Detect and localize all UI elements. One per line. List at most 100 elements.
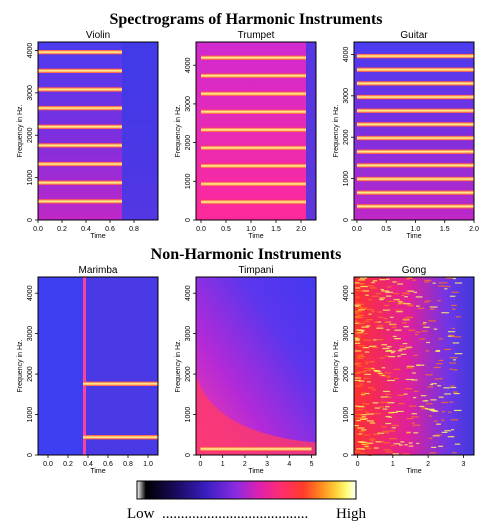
noise-speck xyxy=(386,329,390,331)
x-axis-label: Time xyxy=(406,233,421,240)
noise-speck xyxy=(373,321,379,323)
noise-speck xyxy=(443,387,451,389)
noise-speck xyxy=(387,430,396,432)
noise-speck xyxy=(397,355,401,357)
noise-speck xyxy=(358,322,365,325)
noise-speck xyxy=(355,419,361,422)
noise-speck xyxy=(355,405,359,407)
harmonic-line xyxy=(38,161,122,167)
noise-speck xyxy=(394,338,401,340)
x-axis-label: Time xyxy=(90,468,105,475)
noise-speck xyxy=(426,341,430,344)
noise-speck xyxy=(406,365,415,367)
x-tick-label: 0.6 xyxy=(105,226,115,233)
noise-speck xyxy=(372,347,379,349)
section-title-non-harmonic: Non-Harmonic Instruments xyxy=(151,246,342,263)
noise-speck xyxy=(424,407,428,410)
noise-speck xyxy=(420,395,427,397)
noise-speck xyxy=(399,444,403,446)
noise-speck xyxy=(359,283,364,285)
noise-speck xyxy=(444,348,452,351)
noise-speck xyxy=(429,383,433,386)
noise-speck xyxy=(433,366,441,369)
noise-speck xyxy=(447,436,454,438)
noise-speck xyxy=(392,281,397,283)
noise-speck xyxy=(402,342,408,345)
x-tick-label: 0.5 xyxy=(221,226,231,233)
noise-speck xyxy=(362,403,367,405)
noise-speck xyxy=(354,316,362,318)
noise-speck xyxy=(393,368,401,370)
noise-speck xyxy=(380,288,384,291)
x-tick-label: 1.0 xyxy=(246,226,256,233)
noise-speck xyxy=(422,400,427,402)
noise-speck xyxy=(393,292,400,295)
noise-speck xyxy=(404,296,408,298)
noise-speck xyxy=(393,298,400,301)
noise-speck xyxy=(360,331,365,333)
x-tick-label: 0.5 xyxy=(381,226,391,233)
noise-speck xyxy=(359,277,368,279)
noise-speck xyxy=(416,364,425,366)
noise-speck xyxy=(356,409,363,411)
panel-title: Gong xyxy=(402,265,426,276)
noise-speck xyxy=(412,279,416,281)
noise-speck xyxy=(365,361,369,363)
noise-speck xyxy=(432,410,439,412)
noise-speck xyxy=(406,432,411,434)
noise-speck xyxy=(354,332,361,334)
noise-speck xyxy=(438,282,443,284)
noise-speck xyxy=(455,316,461,318)
noise-speck xyxy=(450,386,457,389)
noise-speck xyxy=(358,380,365,382)
noise-speck xyxy=(356,357,364,359)
plot-frame xyxy=(353,41,475,221)
noise-speck xyxy=(451,327,456,330)
x-tick-label: 0.2 xyxy=(63,461,73,468)
x-tick-label: 0.0 xyxy=(43,461,53,468)
noise-speck xyxy=(376,327,384,329)
noise-speck xyxy=(395,377,399,380)
noise-speck xyxy=(370,360,375,363)
y-tick-label: 2000 xyxy=(27,366,34,382)
y-tick-label: 0 xyxy=(343,218,350,222)
noise-speck xyxy=(389,316,394,318)
noise-speck xyxy=(362,347,370,349)
x-tick-label: 0 xyxy=(198,461,202,468)
noise-speck xyxy=(414,333,419,336)
y-tick-label: 3000 xyxy=(27,326,34,342)
noise-speck xyxy=(396,410,404,413)
noise-speck xyxy=(431,383,437,385)
noise-speck xyxy=(354,333,361,335)
harmonic-line xyxy=(356,204,474,209)
noise-speck xyxy=(364,373,371,375)
noise-speck xyxy=(370,287,377,289)
noise-speck xyxy=(409,405,417,407)
y-axis-label: Frequency in Hz. xyxy=(175,104,182,157)
noise-speck xyxy=(412,372,416,374)
onset-mark xyxy=(83,277,86,455)
x-tick-label: 2 xyxy=(426,461,430,468)
noise-speck xyxy=(429,306,438,308)
noise-speck xyxy=(437,300,441,302)
noise-speck xyxy=(449,362,457,364)
y-tick-label: 2000 xyxy=(343,366,350,382)
noise-speck xyxy=(422,322,427,324)
noise-speck xyxy=(361,326,369,328)
noise-speck xyxy=(381,367,386,369)
noise-speck xyxy=(397,283,403,285)
noise-speck xyxy=(400,345,404,347)
harmonic-line xyxy=(356,149,474,154)
noise-speck xyxy=(441,401,449,404)
noise-speck xyxy=(360,285,369,288)
noise-speck xyxy=(419,405,425,408)
noise-speck xyxy=(363,339,368,341)
y-axis-label: Frequency in Hz. xyxy=(333,339,340,392)
panel-title: Guitar xyxy=(400,30,428,41)
noise-speck xyxy=(449,295,456,297)
noise-speck xyxy=(369,422,376,424)
noise-speck xyxy=(373,433,380,435)
noise-speck xyxy=(355,433,360,436)
noise-speck xyxy=(395,309,403,311)
